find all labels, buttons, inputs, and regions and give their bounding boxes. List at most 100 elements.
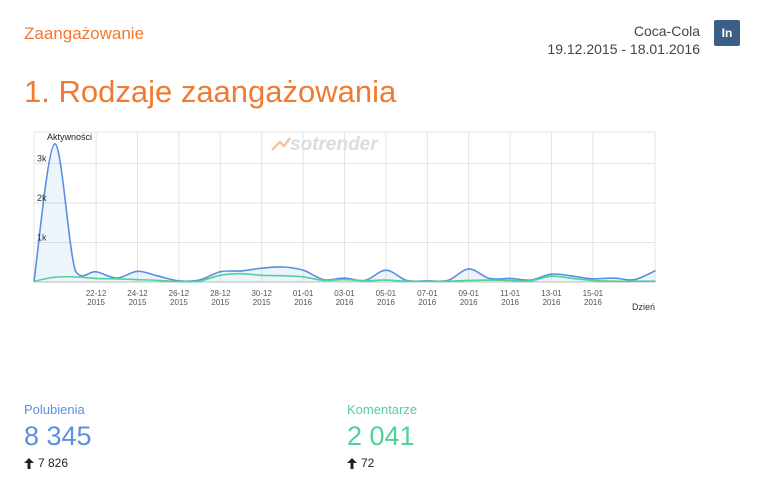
- data-point-polubienia: [488, 277, 491, 280]
- likes-metric: Polubienia 8 345 7 826: [24, 402, 92, 470]
- data-point-komentarze: [116, 278, 118, 280]
- data-point-komentarze: [488, 279, 491, 281]
- data-point-polubienia: [385, 269, 387, 271]
- data-point-komentarze: [33, 280, 35, 283]
- data-point-polubienia: [74, 270, 77, 272]
- data-point-komentarze: [302, 276, 304, 278]
- data-point-komentarze: [198, 280, 201, 283]
- x-tick-label: 22-12: [86, 289, 107, 298]
- arrow-up-icon: [24, 457, 34, 469]
- data-point-komentarze: [281, 274, 284, 277]
- x-tick-label: 24-12: [127, 289, 148, 298]
- data-point-komentarze: [364, 280, 367, 282]
- data-point-komentarze: [654, 280, 656, 283]
- data-point-polubienia: [53, 143, 56, 145]
- x-axis-label: Dzień: [632, 302, 655, 312]
- x-tick-label: 2015: [129, 298, 147, 307]
- brand-name: Coca-Cola: [633, 23, 700, 39]
- data-point-komentarze: [95, 277, 97, 280]
- data-point-komentarze: [74, 276, 77, 278]
- data-point-komentarze: [178, 280, 180, 283]
- arrow-up-icon: [347, 457, 357, 469]
- data-point-polubienia: [281, 266, 284, 268]
- x-tick-label: 2016: [543, 298, 561, 307]
- watermark-arrow-icon: [271, 137, 291, 151]
- y-tick-label: 3k: [37, 154, 47, 164]
- data-point-polubienia: [612, 277, 615, 279]
- data-point-komentarze: [136, 278, 139, 281]
- page-title: 1. Rodzaje zaangażowania: [24, 74, 397, 109]
- x-tick-label: 15-01: [583, 289, 604, 298]
- x-tick-label: 30-12: [251, 289, 272, 298]
- x-tick-label: 2015: [253, 298, 271, 307]
- data-point-komentarze: [260, 274, 263, 277]
- x-tick-label: 01-01: [293, 289, 314, 298]
- x-tick-label: 2016: [460, 298, 478, 307]
- data-point-polubienia: [157, 275, 159, 277]
- x-tick-label: 2015: [87, 298, 105, 307]
- data-point-polubienia: [95, 270, 97, 273]
- data-point-komentarze: [157, 279, 159, 282]
- y-tick-label: 2k: [37, 193, 47, 203]
- watermark-logo: sotrender: [271, 134, 379, 155]
- comments-value: 2 041: [347, 421, 415, 451]
- x-tick-label: 2016: [501, 298, 519, 307]
- data-point-komentarze: [240, 272, 242, 275]
- brand-info: Coca-Cola 19.12.2015 - 18.01.2016: [547, 22, 700, 58]
- x-tick-label: 2016: [294, 298, 312, 307]
- data-point-komentarze: [426, 280, 429, 283]
- watermark-text: sotrender: [290, 134, 379, 155]
- data-point-komentarze: [447, 280, 449, 283]
- comments-metric: Komentarze 2 041 72: [347, 402, 417, 470]
- data-point-polubienia: [467, 268, 470, 270]
- x-tick-label: 26-12: [169, 289, 190, 298]
- y-axis-label: Aktywności: [47, 132, 92, 142]
- linkedin-icon[interactable]: In: [714, 20, 740, 46]
- date-range: 19.12.2015 - 18.01.2016: [547, 41, 700, 57]
- likes-label: Polubienia: [24, 402, 85, 417]
- data-point-komentarze: [550, 275, 553, 277]
- x-tick-label: 05-01: [376, 289, 397, 298]
- likes-delta: 7 826: [24, 456, 92, 470]
- comments-delta: 72: [347, 456, 417, 470]
- data-point-polubienia: [136, 270, 139, 273]
- x-tick-label: 09-01: [458, 289, 479, 298]
- x-tick-label: 2016: [377, 298, 395, 307]
- section-label: Zaangażowanie: [24, 24, 145, 43]
- data-point-komentarze: [592, 279, 594, 282]
- data-point-komentarze: [467, 279, 470, 282]
- x-tick-label: 2015: [170, 298, 188, 307]
- data-point-komentarze: [405, 280, 408, 283]
- data-point-polubienia: [260, 267, 263, 269]
- data-point-polubienia: [592, 278, 594, 280]
- x-tick-label: 2016: [584, 298, 602, 307]
- data-point-komentarze: [633, 280, 636, 283]
- data-point-komentarze: [385, 279, 387, 281]
- data-point-polubienia: [509, 277, 511, 280]
- data-point-komentarze: [219, 274, 222, 277]
- series-line-polubienia: [33, 143, 656, 283]
- data-point-komentarze: [571, 277, 573, 280]
- data-point-polubienia: [571, 275, 573, 277]
- likes-delta-value: 7 826: [38, 456, 69, 470]
- data-point-polubienia: [550, 273, 553, 275]
- data-point-polubienia: [240, 270, 242, 272]
- data-point-komentarze: [509, 279, 511, 282]
- data-point-komentarze: [343, 278, 346, 281]
- data-point-komentarze: [530, 280, 532, 282]
- x-tick-label: 13-01: [541, 289, 562, 298]
- data-point-polubienia: [219, 270, 222, 273]
- x-tick-label: 2015: [211, 298, 229, 307]
- data-point-polubienia: [302, 269, 304, 271]
- likes-value: 8 345: [24, 421, 92, 451]
- data-point-komentarze: [53, 276, 56, 279]
- data-point-polubienia: [633, 278, 636, 281]
- engagement-chart: sotrender 22-12201524-12201526-12201528-…: [33, 131, 656, 312]
- x-tick-label: 28-12: [210, 289, 231, 298]
- comments-label: Komentarze: [347, 402, 418, 417]
- data-point-polubienia: [343, 277, 346, 279]
- x-tick-label: 07-01: [417, 289, 438, 298]
- x-tick-label: 11-01: [500, 289, 520, 298]
- data-point-komentarze: [612, 280, 615, 283]
- y-tick-label: 1k: [37, 233, 47, 243]
